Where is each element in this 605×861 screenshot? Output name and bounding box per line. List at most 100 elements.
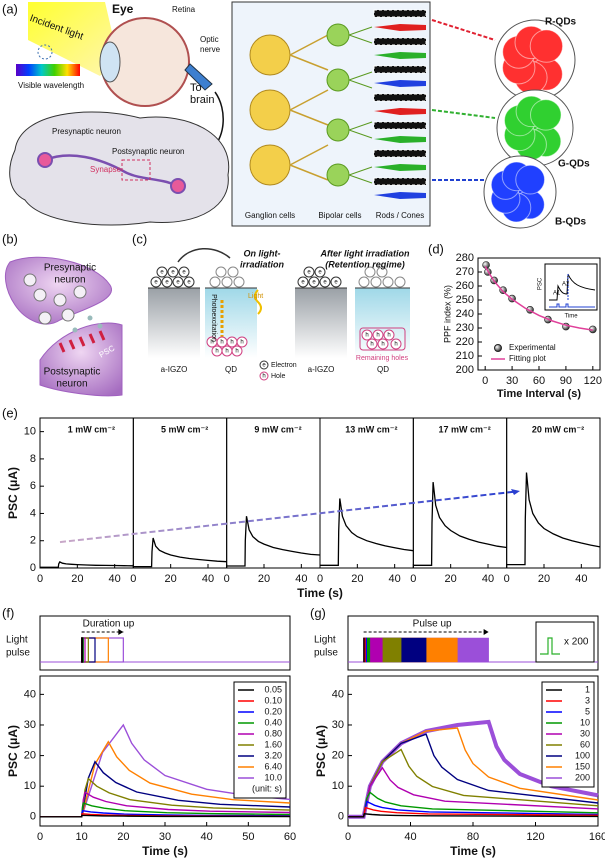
panel-label: (a)	[2, 1, 18, 16]
carrier-symbol: h	[376, 333, 379, 339]
carrier-symbol: h	[387, 333, 390, 339]
x-axis-title: Time Interval (s)	[497, 388, 581, 400]
dendrite	[289, 54, 329, 71]
vesicle	[73, 285, 87, 299]
hole-label: Hole	[271, 373, 286, 380]
y-tick-label: 260	[456, 280, 474, 292]
data-line	[348, 813, 599, 818]
link-arrow	[431, 109, 496, 119]
legend-label: 60	[580, 739, 590, 749]
subplot-title: 13 mW cm⁻²	[345, 424, 397, 434]
material-label: a-IGZO	[308, 365, 335, 374]
x-tick-label: 60	[284, 831, 296, 843]
x-tick-label: 160	[589, 831, 605, 843]
carriers: e e e ee e eh h h hh h he e e ee eh h hh h h	[150, 266, 406, 357]
inset-pulse	[549, 303, 595, 308]
carrier	[172, 276, 184, 288]
legend-label: 100	[575, 750, 590, 760]
receptor	[88, 333, 96, 344]
subplot-title: 17 mW cm⁻²	[439, 424, 491, 434]
cone	[374, 192, 426, 199]
legend-label: 3.20	[264, 750, 282, 760]
material-label: QD	[225, 365, 237, 374]
legend-swatch	[494, 344, 502, 352]
y-tick-label: 2	[30, 535, 36, 547]
data-line	[133, 537, 227, 568]
empty-state	[215, 266, 227, 278]
data-line	[226, 516, 321, 567]
carrier-symbol: h	[220, 340, 223, 346]
y-tick-label: 10	[24, 426, 36, 438]
plot-frame	[132, 417, 228, 569]
y-tick-label: 250	[456, 294, 474, 306]
y-tick-label: 30	[24, 719, 36, 731]
x-tick-label: 0	[37, 831, 43, 843]
dendrite	[348, 174, 373, 184]
postsynaptic-label: neuron	[56, 379, 87, 390]
carrier-symbol: e	[318, 270, 322, 276]
postsynaptic-label: Postsynaptic neuron	[112, 147, 185, 156]
x-tick-label: 0	[317, 573, 323, 585]
after-light-label: After light irradiation	[319, 248, 410, 258]
panel-label: (f)	[2, 605, 14, 620]
carrier	[167, 266, 179, 278]
optic-nerve-label: nerve	[200, 45, 221, 54]
x-tick-label: 60	[533, 375, 545, 387]
light-pulse	[81, 637, 84, 663]
arrow-head	[118, 629, 124, 635]
inset-pulse	[540, 637, 560, 655]
cone	[374, 108, 426, 115]
rod	[373, 177, 427, 186]
x-tick-label: 40	[575, 573, 587, 585]
qd-particle	[529, 99, 562, 131]
legend-label: 0.40	[264, 717, 282, 727]
synapse-label: Synapse	[90, 165, 122, 174]
data-line	[40, 561, 134, 568]
presynaptic-label: Presynaptic	[44, 263, 96, 274]
x-tick-label: 20	[71, 573, 83, 585]
carrier-symbol: e	[312, 280, 316, 286]
carrier	[156, 266, 168, 278]
qd-balls	[483, 19, 576, 229]
carrier	[372, 329, 384, 341]
y-tick-label: 8	[30, 453, 36, 465]
legend-label: 0.20	[264, 706, 282, 716]
bipolar-cell	[326, 163, 350, 187]
x-tick-label: 0	[130, 573, 136, 585]
legend-label: 5	[585, 706, 590, 716]
carrier	[366, 338, 378, 350]
neuron-body	[37, 152, 53, 168]
x-tick-label: 30	[506, 375, 518, 387]
pulse-label: pulse	[314, 648, 338, 659]
panel-label: (e)	[2, 405, 18, 420]
x-axis-title: Time (s)	[297, 586, 343, 600]
x-tick-label: 40	[295, 573, 307, 585]
light-label: Light	[248, 293, 263, 300]
rod	[373, 149, 427, 158]
visible-wavelength: Visible wavelength	[18, 81, 84, 90]
x-tick-label: 40	[109, 573, 121, 585]
rods-cones-label: Rods / Cones	[376, 211, 424, 220]
legend-label: 10	[580, 717, 590, 727]
legend-label: 0.10	[264, 695, 282, 705]
carrier-symbol: e	[154, 280, 158, 286]
subplot-title: 1 mW cm⁻²	[68, 424, 115, 434]
x-tick-label: 120	[526, 831, 544, 843]
carrier-symbol: e	[307, 270, 311, 276]
x-tick-label: 0	[345, 831, 351, 843]
data-line	[40, 723, 291, 818]
plot-frame	[319, 417, 414, 569]
bipolar-cell	[326, 23, 350, 47]
carrier-symbol: e	[171, 270, 175, 276]
neurotransmitter	[72, 327, 78, 333]
carrier-symbol: e	[176, 280, 180, 286]
electron-label: Electron	[271, 362, 297, 369]
pulse-frame	[39, 615, 291, 671]
receptor	[98, 330, 106, 341]
carrier-symbol: h	[210, 340, 213, 346]
dendrite	[348, 129, 373, 139]
legend-label: 30	[580, 728, 590, 738]
legend-label: 1.60	[264, 739, 282, 749]
neuron-body	[170, 178, 186, 194]
